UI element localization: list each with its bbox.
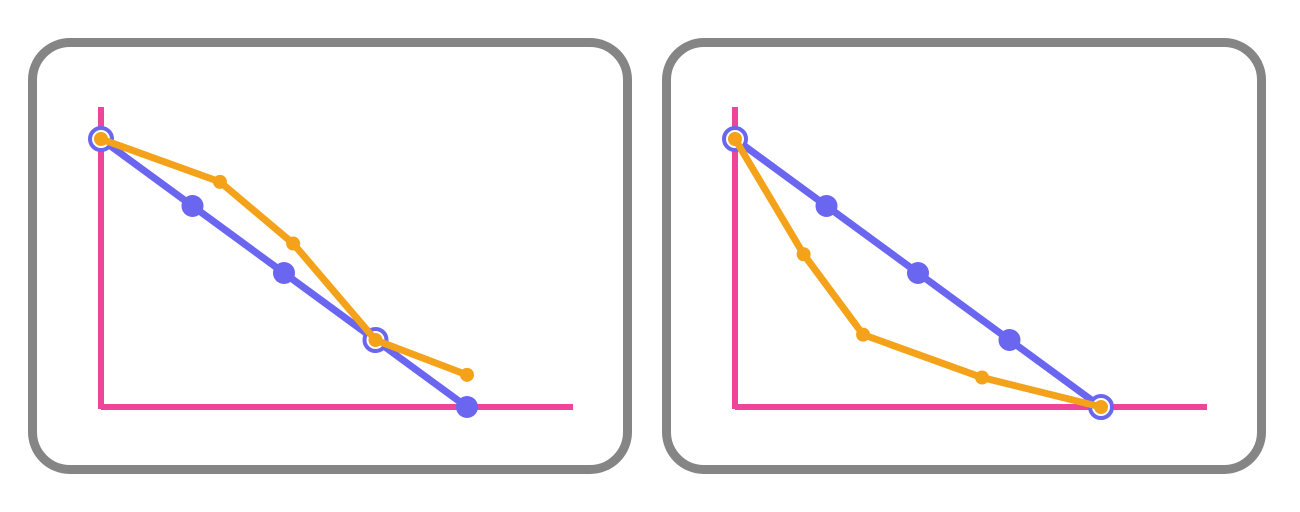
blue-series-left-point-4 (456, 396, 478, 418)
orange-series-right-point-3 (975, 371, 989, 385)
chart-panel-right (662, 38, 1266, 474)
orange-series-left-point-2 (286, 237, 300, 251)
orange-series-left-point-0 (94, 132, 108, 146)
orange-series-left-point-3 (369, 333, 383, 347)
line-chart-left (37, 47, 623, 465)
orange-series-right-point-0 (728, 132, 742, 146)
orange-series-left-point-4 (460, 368, 474, 382)
blue-series-left-point-1 (182, 195, 204, 217)
orange-series-left-line (101, 139, 467, 375)
blue-series-right-point-1 (816, 195, 838, 217)
orange-series-right-point-1 (797, 247, 811, 261)
blue-series-right-point-2 (907, 262, 929, 284)
blue-series-right-point-3 (999, 329, 1021, 351)
line-chart-right (671, 47, 1257, 465)
orange-series-left-point-1 (213, 175, 227, 189)
blue-series-left-point-2 (273, 262, 295, 284)
chart-panel-left (28, 38, 632, 474)
orange-series-right-point-2 (856, 328, 870, 342)
orange-series-right-point-4 (1094, 400, 1108, 414)
